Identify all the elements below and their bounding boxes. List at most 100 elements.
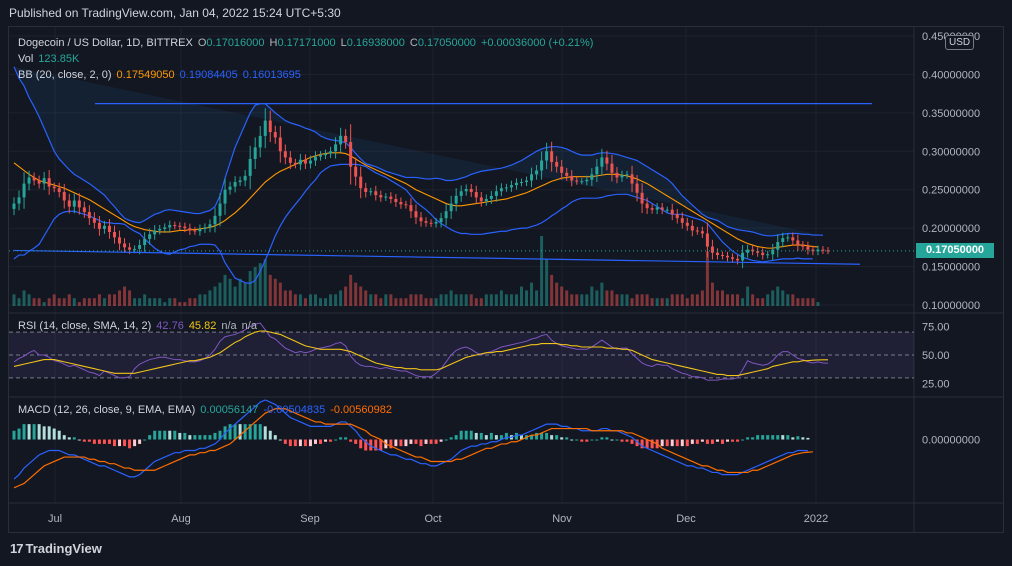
macd-histogram-bar [635, 439, 639, 447]
macd-histogram-bar [449, 437, 453, 440]
macd-histogram-bar [77, 439, 81, 441]
bb-label[interactable]: BB (20, close, 2, 0) [18, 69, 112, 81]
volume-bar [715, 290, 719, 306]
macd-histogram-bar [489, 432, 493, 440]
macd-histogram-bar [128, 439, 132, 449]
volume-bar [479, 298, 483, 306]
volume-bar [545, 259, 549, 306]
volume-bar [334, 294, 338, 306]
currency-badge[interactable]: USD [945, 35, 975, 50]
macd-histogram-bar [293, 439, 297, 447]
volume-bar [690, 294, 694, 306]
candle-body [278, 137, 282, 152]
candle-body [610, 163, 614, 173]
candle-body [268, 120, 272, 133]
volume-bar [273, 278, 277, 306]
time-axis-label: Nov [552, 513, 572, 525]
macd-histogram-bar [97, 439, 101, 444]
macd-histogram-bar [288, 439, 292, 447]
volume-bar [173, 298, 177, 306]
time-axis-label: Jul [48, 513, 62, 525]
rsi-label[interactable]: RSI (14, close, SMA, 14, 2) [18, 320, 152, 332]
volume-bar [258, 263, 262, 306]
macd-histogram-bar [786, 435, 790, 440]
macd-histogram-bar [741, 439, 745, 441]
time-axis-label: Aug [171, 513, 191, 525]
volume-bar [670, 294, 674, 306]
volume-bar [660, 298, 664, 306]
candle-body [650, 208, 654, 210]
macd-histogram-bar [801, 437, 805, 440]
volume-bar [37, 298, 41, 306]
volume-bar [414, 294, 418, 306]
candle-body [761, 252, 765, 256]
candle-body [746, 249, 750, 253]
volume-bar [705, 251, 709, 306]
macd-histogram-bar [17, 428, 21, 440]
volume-bar [535, 290, 539, 306]
volume-bar [354, 282, 358, 306]
macd-histogram-bar [640, 439, 644, 449]
candle-body [288, 157, 292, 163]
macd-histogram-bar [615, 439, 619, 441]
candle-body [545, 151, 549, 161]
candle-body [359, 176, 363, 189]
symbol-label[interactable]: Dogecoin / US Dollar, 1D, BITTREX [18, 37, 193, 49]
low-value: 0.16938000 [346, 37, 405, 49]
open-value: 0.17016000 [206, 37, 265, 49]
tradingview-brand[interactable]: 17 TradingView [10, 541, 102, 556]
low-key: L [340, 37, 347, 49]
volume-bar [268, 274, 272, 306]
candle-body [720, 255, 724, 257]
vol-label[interactable]: Vol [18, 53, 34, 65]
candle-body [158, 228, 162, 231]
volume-bar [198, 294, 202, 306]
macd-histogram-bar [530, 435, 534, 440]
volume-bar [811, 298, 815, 306]
bb-upper-value: 0.19084405 [179, 69, 238, 81]
brand-name: TradingView [25, 541, 102, 556]
volume-bar [102, 298, 106, 306]
macd-histogram-bar [379, 439, 383, 451]
macd-histogram-bar [710, 439, 714, 444]
macd-histogram-bar [771, 435, 775, 440]
candle-body [128, 247, 132, 250]
volume-bar [630, 298, 634, 306]
macd-histogram-bar [761, 435, 765, 440]
macd-histogram-bar [268, 430, 272, 440]
macd-histogram-bar [610, 439, 614, 441]
macd-histogram-bar [339, 437, 343, 440]
volume-bar [148, 298, 152, 306]
macd-histogram-bar [650, 439, 654, 449]
candle-body [680, 218, 684, 223]
volume-bar [504, 294, 508, 306]
volume-bar [243, 282, 247, 306]
macd-histogram-bar [685, 439, 689, 447]
candle-body [665, 209, 669, 211]
volume-bar [253, 267, 257, 306]
macd-histogram-bar [690, 439, 694, 444]
time-axis-label: 2022 [804, 513, 828, 525]
rsi-axis-label: 25.00 [922, 379, 950, 391]
macd-histogram-bar [409, 439, 413, 444]
volume-bar [806, 298, 810, 306]
macd-histogram-bar [726, 439, 730, 442]
macd-histogram-bar [746, 437, 750, 440]
candle-body [107, 225, 111, 232]
macd-histogram-bar [329, 439, 333, 442]
volume-bar [565, 290, 569, 306]
candle-body [630, 174, 634, 184]
macd-histogram-bar [203, 435, 207, 440]
candle-body [339, 135, 343, 145]
macd-label[interactable]: MACD (12, 26, close, 9, EMA, EMA) [18, 404, 196, 416]
macd-histogram-bar [354, 439, 358, 444]
volume-bar [570, 294, 574, 306]
volume-bar [349, 274, 353, 306]
macd-histogram-bar [158, 430, 162, 440]
macd-signal-line [13, 408, 813, 489]
macd-histogram-bar [359, 439, 363, 449]
overlays [9, 103, 914, 265]
macd-histogram-bar [645, 439, 649, 449]
candle-body [77, 200, 81, 208]
